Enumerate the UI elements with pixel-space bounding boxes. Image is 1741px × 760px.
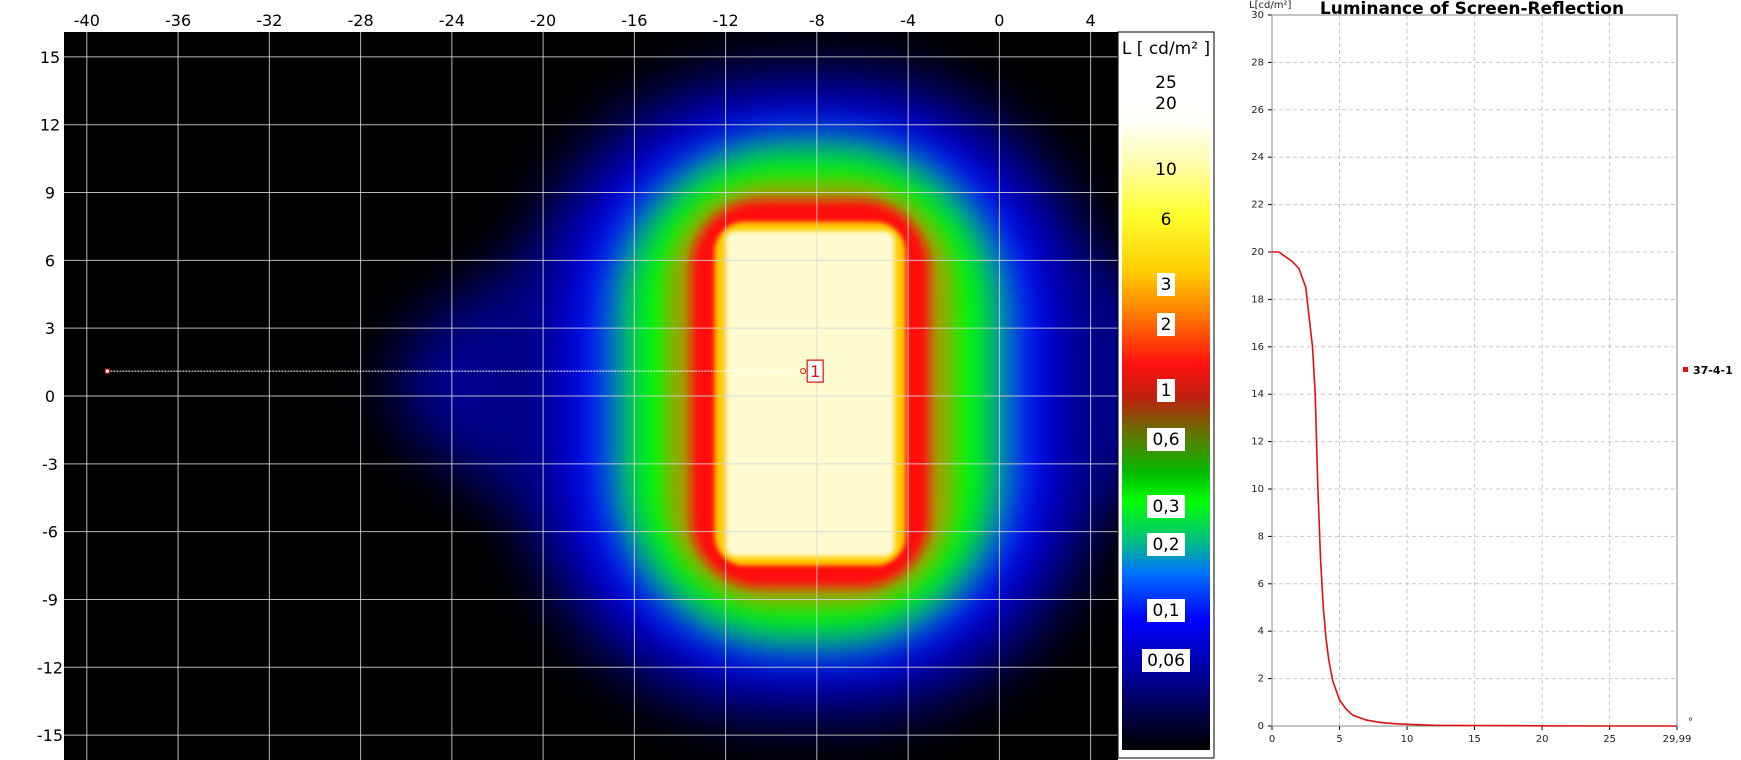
line-x-tick-label: 20: [1536, 734, 1549, 745]
colorbar-tick-label: 2: [1161, 315, 1172, 335]
line-y-tick-label: 14: [1251, 389, 1264, 400]
line-y-tick-label: 28: [1251, 57, 1264, 68]
colorbar-tick-bg: [1147, 599, 1185, 622]
colorbar-tick-bg: [1157, 273, 1175, 296]
colorbar-tick-label: 0,2: [1152, 535, 1179, 555]
colorbar-tick-label: 0,1: [1152, 601, 1179, 621]
heat-core: [725, 230, 895, 557]
line-x-tick-label: 15: [1468, 734, 1481, 745]
map-y-tick-label: -3: [42, 455, 58, 474]
colorbar-tick-label: 1: [1161, 381, 1172, 401]
line-series-path: [1272, 251, 1677, 727]
line-y-tick-label: 30: [1251, 10, 1264, 21]
map-y-tick-label: 0: [45, 387, 55, 406]
map-x-tick-label: -20: [530, 11, 556, 30]
colorbar-tick-bg: [1157, 379, 1175, 402]
point-marker-box: [806, 359, 824, 383]
map-x-tick-label: -8: [809, 11, 825, 30]
map-x-tick-label: -32: [256, 11, 282, 30]
map-y-tick-label: 12: [40, 116, 60, 135]
line-chart-series: [1272, 251, 1677, 727]
colorbar-gradient: [1122, 96, 1210, 750]
colorbar-tick-bg: [1147, 428, 1185, 451]
map-y-tick-label: 15: [40, 48, 60, 67]
line-x-tick-label: 10: [1401, 734, 1414, 745]
profile-line-group: 1: [104, 359, 824, 383]
line-y-tick-label: 6: [1258, 579, 1264, 590]
point-marker-label: 1: [810, 362, 820, 381]
line-y-tick-label: 16: [1251, 342, 1264, 353]
map-x-tick-label: -24: [439, 11, 465, 30]
map-y-tick-label: 6: [45, 251, 55, 270]
map-y-axis: 15 12 9 6 3 0 -3 -6 -9 -12 -15: [37, 48, 63, 745]
line-y-tick-label: 2: [1258, 674, 1264, 685]
colorbar-tick-bg: [1147, 495, 1185, 518]
line-y-tick-label: 24: [1251, 152, 1264, 163]
colorbar-tick-bg: [1142, 649, 1190, 672]
colorbar-tick-label: 0,6: [1152, 430, 1179, 450]
line-y-tick-label: 18: [1251, 294, 1264, 305]
colorbar-title: L [ cd/m² ]: [1122, 39, 1210, 59]
profile-end-marker: [800, 368, 807, 375]
legend-series-name: 37-4-1: [1693, 364, 1733, 377]
colorbar-tick-label: 20: [1155, 94, 1177, 114]
line-y-tick-label: 0: [1258, 721, 1264, 732]
map-y-tick-label: -6: [42, 523, 58, 542]
map-x-tick-label: -12: [713, 11, 739, 30]
map-x-tick-label: 4: [1086, 11, 1096, 30]
map-y-tick-label: 9: [45, 184, 55, 203]
line-y-tick-label: 12: [1251, 437, 1264, 448]
line-x-tick-label: 5: [1336, 734, 1342, 745]
colorbar-tick-label: 3: [1161, 275, 1172, 295]
map-y-tick-label: -12: [37, 658, 63, 677]
line-chart-x-label: °: [1688, 717, 1693, 728]
colorbar-tick-bg: [1157, 313, 1175, 336]
map-x-tick-label: -16: [621, 11, 647, 30]
line-y-tick-label: 22: [1251, 200, 1264, 211]
line-y-tick-label: 4: [1258, 626, 1264, 637]
colorbar-tick-label: 25: [1155, 73, 1177, 93]
profile-line-chart: Luminance of Screen-Reflection L[cd/m²] …: [1249, 0, 1733, 745]
map-x-tick-label: -36: [165, 11, 191, 30]
map-grid: [64, 32, 1118, 760]
colorbar-tick-label: 0,3: [1152, 497, 1179, 517]
line-y-tick-label: 26: [1251, 105, 1264, 116]
line-chart-grid: [1272, 14, 1678, 726]
line-x-tick-label: 0: [1269, 734, 1275, 745]
map-x-tick-label: -4: [900, 11, 916, 30]
colorbar-tick-label: 6: [1161, 210, 1172, 230]
map-x-tick-label: 0: [994, 11, 1004, 30]
line-chart-title: Luminance of Screen-Reflection: [1320, 0, 1624, 19]
line-y-tick-label: 8: [1258, 531, 1264, 542]
line-x-tick-label: 29,99: [1663, 734, 1692, 745]
map-x-tick-label: -28: [348, 11, 374, 30]
map-y-tick-label: -9: [42, 590, 58, 609]
line-chart-y-label: L[cd/m²]: [1249, 0, 1291, 11]
colorbar-tick-label: 0,06: [1147, 651, 1185, 671]
line-chart-legend: 37-4-1: [1683, 364, 1733, 377]
map-x-axis: -40 -36 -32 -28 -24 -20 -16 -12 -8 -4 0 4: [74, 11, 1096, 30]
map-x-tick-label: -40: [74, 11, 100, 30]
luminance-map: 1 -40 -36 -32 -28 -24 -20 -16 -12 -8 -4 0 4 1512963…: [37, 11, 1118, 760]
map-y-tick-label: -15: [37, 726, 63, 745]
line-x-tick-label: 25: [1603, 734, 1616, 745]
line-y-tick-label: 10: [1251, 484, 1264, 495]
line-y-tick-label: 20: [1251, 247, 1264, 258]
colorbar-tick-bg: [1147, 533, 1185, 556]
colorbar-tick-label: 10: [1155, 160, 1177, 180]
profile-start-marker: [104, 368, 110, 374]
legend-swatch: [1683, 367, 1688, 372]
map-y-tick-label: 3: [45, 319, 55, 338]
